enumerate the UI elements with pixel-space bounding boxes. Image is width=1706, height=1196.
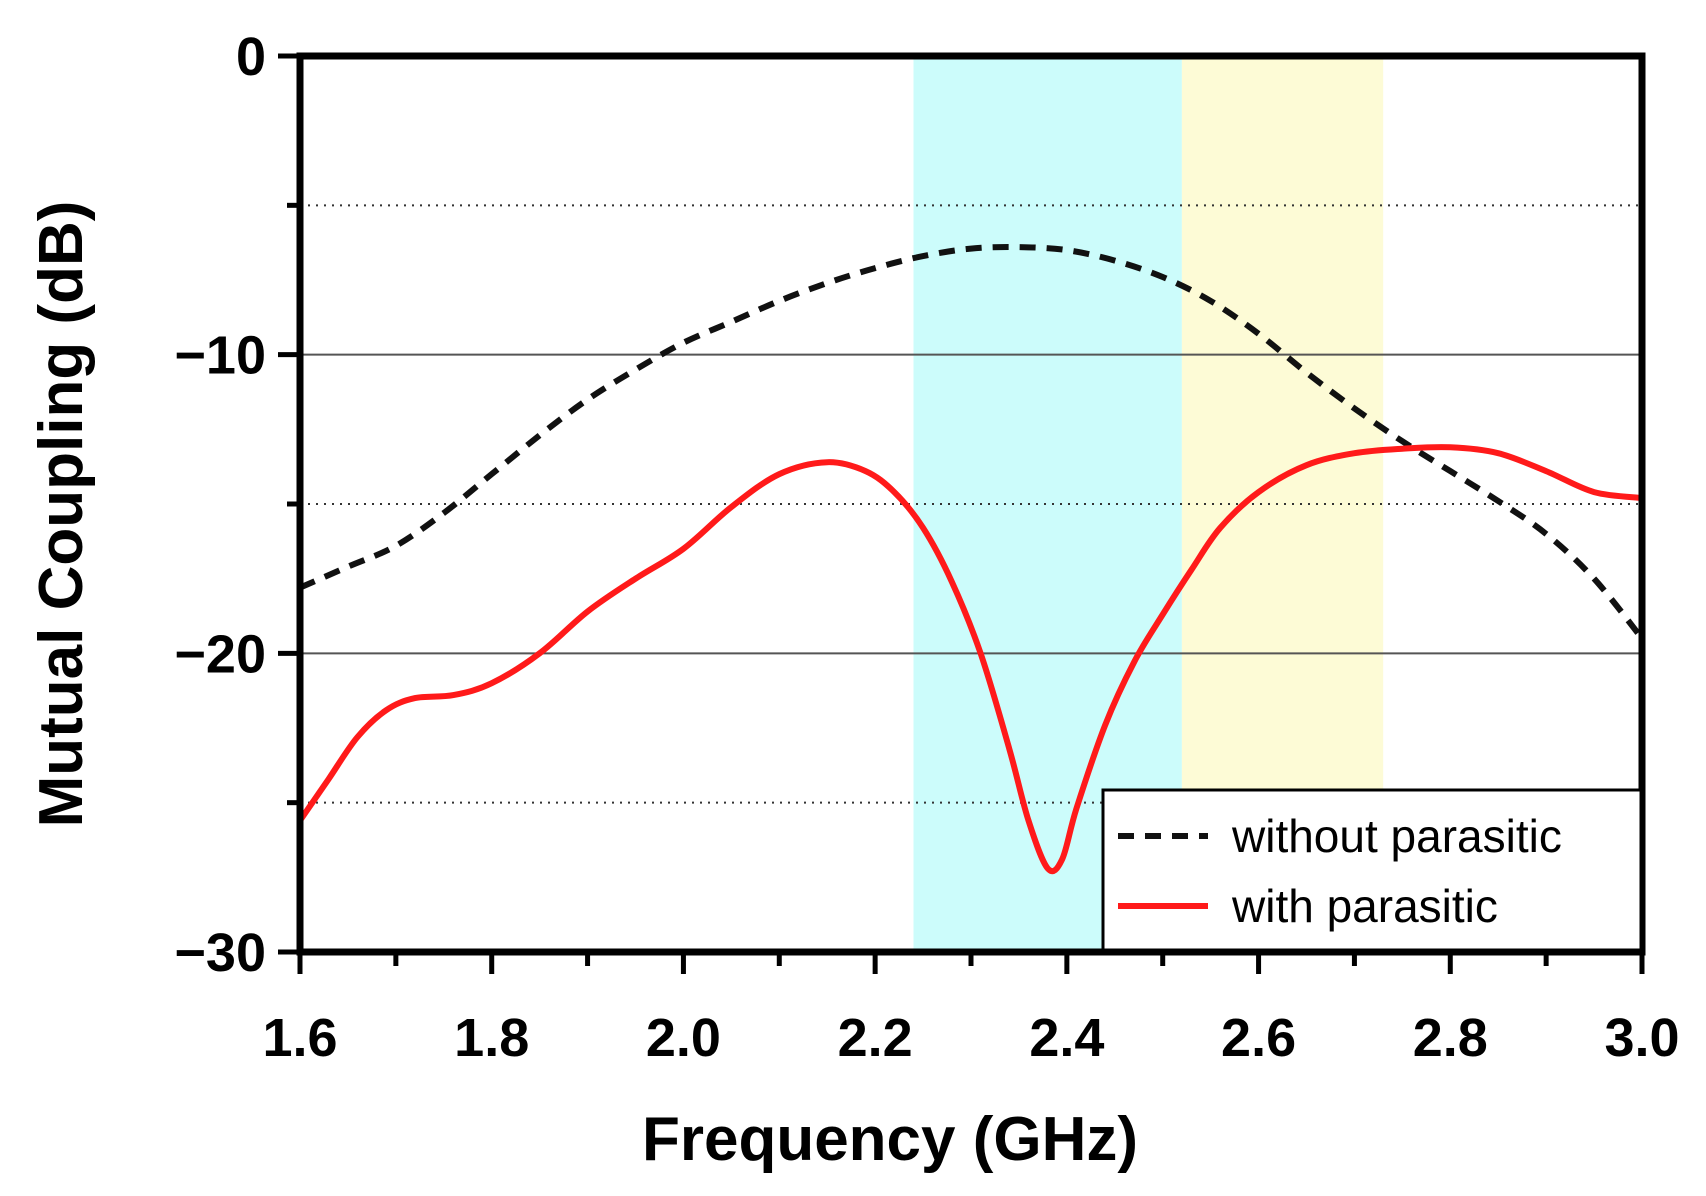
x-tick-label: 2.4 xyxy=(1029,1008,1104,1068)
x-tick-label: 3.0 xyxy=(1604,1008,1679,1068)
legend-box xyxy=(1101,788,1643,952)
x-tick-label: 2.8 xyxy=(1413,1008,1488,1068)
x-axis-title: Frequency (GHz) xyxy=(642,1105,1138,1174)
x-tick-label: 2.0 xyxy=(646,1008,721,1068)
x-tick-label: 2.2 xyxy=(838,1008,913,1068)
x-tick-label: 1.6 xyxy=(262,1008,337,1068)
series-line-1 xyxy=(297,444,1643,875)
x-tick-label: 2.6 xyxy=(1221,1008,1296,1068)
legend-label-without-parasitic: without parasitic xyxy=(1231,810,1562,862)
legend: without parasitic with parasitic xyxy=(1101,788,1643,952)
y-axis-ticks: 0 −10 −20 −30 xyxy=(174,27,300,983)
y-tick-label: −30 xyxy=(174,923,266,983)
x-axis-ticks: 1.6 1.8 2.0 2.2 2.4 2.6 2.8 3.0 xyxy=(262,952,1680,1068)
data-series xyxy=(297,244,1645,875)
legend-label-with-parasitic: with parasitic xyxy=(1231,880,1498,932)
y-tick-label: −20 xyxy=(174,624,266,684)
y-tick-label: −10 xyxy=(174,326,266,386)
x-tick-label: 1.8 xyxy=(454,1008,529,1068)
y-tick-label: 0 xyxy=(236,27,266,87)
grid-lines xyxy=(300,204,1642,804)
series-line-0 xyxy=(298,244,1645,641)
y-axis-title: Mutual Coupling (dB) xyxy=(27,201,96,828)
